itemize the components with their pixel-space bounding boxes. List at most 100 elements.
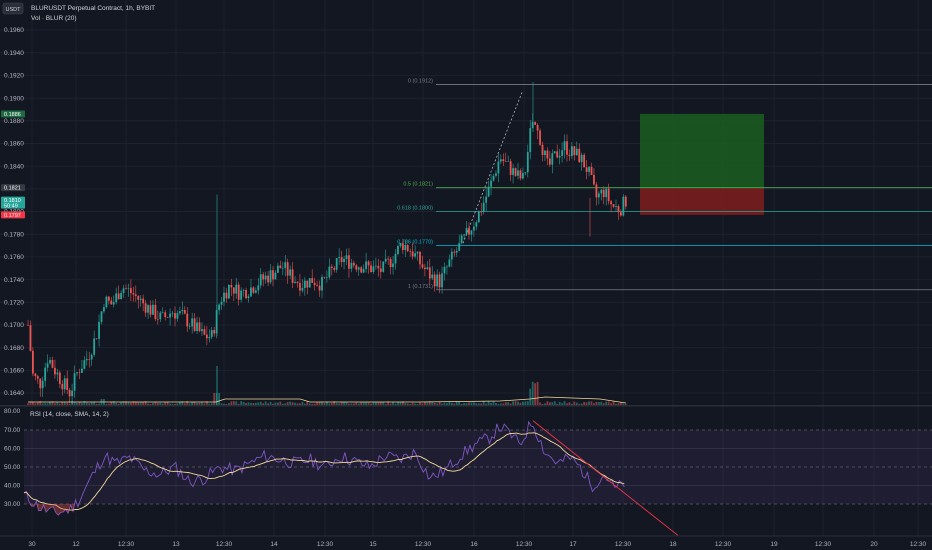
volume-bar [450,402,453,405]
volume-bar [122,401,125,405]
volume-bar [615,403,617,405]
candle-body [465,227,468,235]
volume-bar [352,403,355,405]
candlestick-series [27,82,627,405]
candle-body [54,367,56,375]
volume-bar [504,402,507,405]
volume-bar [294,402,296,405]
candle-body [352,262,355,266]
candle-body [541,144,544,156]
candle-body [294,281,296,283]
candle-body [431,274,434,279]
volume-bar [137,402,140,405]
time-axis-label: 12:30 [317,541,334,548]
candle-body [36,376,39,379]
candle-body [284,262,287,268]
volume-bar [384,403,387,405]
dotted-trend-line[interactable] [462,92,523,244]
volume-bar [201,402,203,405]
candle-body [286,262,289,276]
candle-body [152,304,154,315]
candle-body [132,293,135,295]
candle-body [220,301,223,305]
volume-bar [372,401,375,405]
volume-bar [152,402,154,405]
price-axis-label: 0.1920 [4,73,24,80]
rsi-trend-line[interactable] [532,420,679,536]
price-tag-label: 0.1810 [4,198,21,204]
time-axis-label: 30 [28,541,36,548]
time-axis[interactable]: 30 12 12:30 13 12:30 14 12:30 15 12:30 16 12:30 17 1… [0,535,932,548]
candle-body [522,173,524,179]
volume-bar [272,403,274,405]
candle-body [531,122,534,129]
volume-bar [88,403,91,405]
price-axis-label: 0.1780 [4,231,24,238]
volume-bar [377,401,380,405]
candle-body [482,202,485,213]
candle-body [279,265,282,269]
volume-bar [313,403,316,405]
volume-bar [370,403,372,405]
position-loss-zone[interactable] [640,187,764,215]
volume-bar [179,402,181,405]
candle-body [534,122,537,125]
dotted-trend-segment[interactable] [462,92,523,244]
candle-body [355,265,358,270]
volume-bar [296,403,299,405]
volume-bar [502,403,505,405]
volume-bar [308,403,311,405]
volume-bar [54,403,56,405]
fib-level-label: 1 (0.1731) [408,284,433,290]
volume-series [27,366,627,405]
candle-body [372,266,375,272]
candle-body [367,261,370,266]
candle-body [306,280,309,288]
candle-body [313,282,316,286]
candle-body [460,235,463,244]
candle-body [166,316,169,318]
candle-body [267,275,269,283]
price-axis-label: 0.1860 [4,141,24,148]
volume-bar [553,401,556,405]
volume-bar [568,402,571,405]
time-axis-label: 13 [172,541,180,548]
candle-body [399,243,402,246]
volume-bar [495,403,497,405]
volume-bar [612,401,615,405]
price-axis[interactable]: 0.1960 0.1940 0.1920 0.1900 0.1880 0.1860 0.18… [1,27,25,508]
volume-bar [578,403,581,405]
candle-body [583,154,586,168]
volume-bar [534,383,537,405]
volume-bar [539,402,541,405]
volume-bar [232,401,235,405]
volume-bar [507,402,510,405]
position-profit-zone[interactable] [640,113,764,188]
currency-badge[interactable] [2,2,24,15]
volume-bar [617,403,620,405]
price-tag [1,110,25,118]
candle-body [308,278,311,288]
long-position-tool[interactable] [640,113,764,215]
volume-bar [512,401,514,405]
candle-body [357,267,360,270]
fib-retracement[interactable]: 0 (0.1912) 0.5 (0.1821) 0.618 (0.1800) 0.78… [397,78,932,291]
candle-body [377,265,380,269]
candle-body [198,322,201,332]
volume-bar [196,402,198,405]
volume-bar [303,403,306,405]
volume-bar [63,402,66,405]
volume-bar [277,402,279,405]
volume-bar [117,403,120,405]
volume-bar [161,403,164,405]
volume-bar [556,403,559,405]
candle-body [291,269,294,283]
volume-bar [622,403,625,405]
candle-body [120,292,122,300]
candle-body [438,274,441,288]
candle-body [76,372,78,374]
price-tag [1,184,25,192]
candle-body [446,266,448,268]
